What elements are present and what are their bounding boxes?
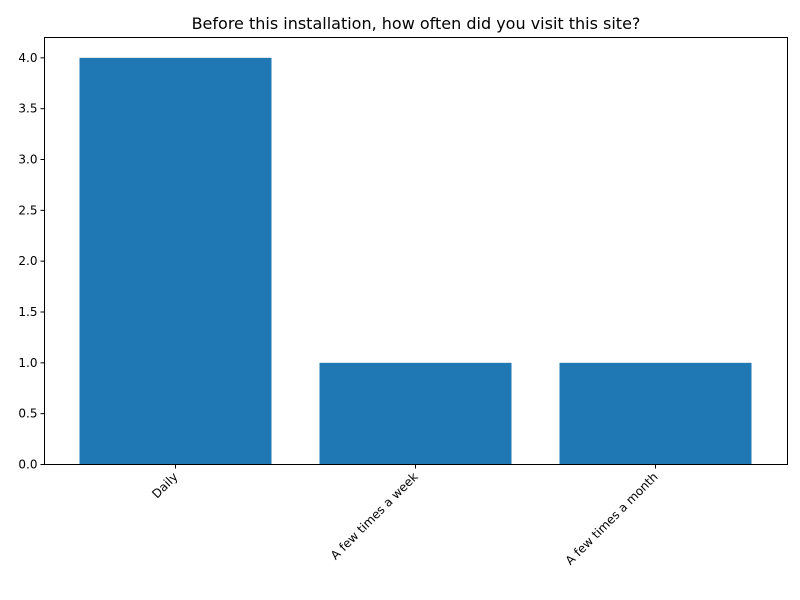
y-axis: 0.0 0.5 1.0 1.5 2.0 2.5 3.0 3.5 4.0 [18, 51, 45, 472]
y-tick-label: 4.0 [18, 51, 37, 65]
y-tick-label: 2.5 [18, 203, 37, 217]
plot-frame [44, 37, 788, 465]
y-tick-label: 1.5 [18, 305, 37, 319]
y-tick-label: 0.0 [18, 458, 37, 472]
bar-a-few-times-a-week [319, 362, 512, 465]
y-tick-label: 0.5 [18, 407, 37, 421]
bar-daily [79, 57, 272, 465]
bar-a-few-times-a-month [559, 362, 752, 465]
chart-title: Before this installation, how often did … [192, 14, 641, 33]
y-tick-label: 1.0 [18, 356, 37, 370]
y-tick-label: 3.5 [18, 102, 37, 116]
bars-layer [79, 57, 752, 465]
y-tick-label: 2.0 [18, 254, 37, 268]
y-tick-label: 3.0 [18, 153, 37, 167]
